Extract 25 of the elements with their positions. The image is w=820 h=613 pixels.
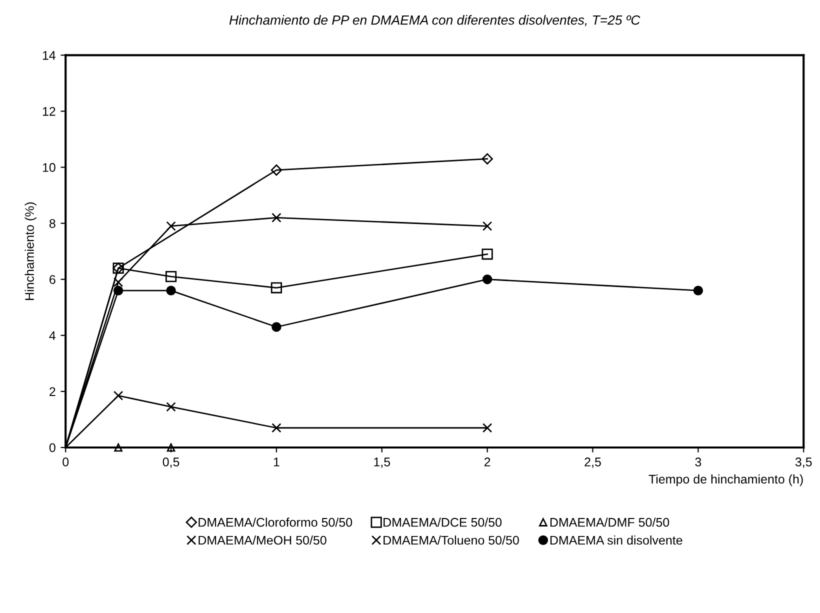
y-tick-label: 8 — [49, 219, 56, 228]
x-tick-label: 1 — [274, 458, 280, 466]
x-tick-label: 3,5 — [795, 458, 812, 468]
y-tick-label: 4 — [49, 331, 56, 340]
x-tick-label: 0 — [62, 458, 69, 466]
y-tick-label: 10 — [42, 163, 56, 172]
legend-label: DMAEMA/Tolueno 50/50 — [384, 535, 519, 545]
x-axis-title: Tiempo de hinchamiento (h) — [648, 474, 803, 486]
y-axis-title: Hinchamiento (%) — [24, 202, 36, 300]
legend-label: DMAEMA/DMF 50/50 — [550, 518, 670, 527]
x-tick-label: 1,5 — [374, 458, 390, 468]
x-tick-label: 3 — [695, 458, 702, 466]
chart-title: Hinchamiento de PP en DMAEMA con diferentes disolventes, T=25 ºC — [229, 15, 640, 26]
y-tick-label: 2 — [50, 387, 56, 396]
y-tick-label: 6 — [50, 275, 56, 284]
legend-label: DMAEMA/Cloroformo 50/50 — [198, 518, 352, 527]
x-tick-label: 2 — [484, 458, 490, 466]
legend-label: DMAEMA/MeOH 50/50 — [198, 535, 326, 545]
x-tick-label: 0,5 — [162, 458, 180, 468]
y-tick-label: 14 — [42, 51, 56, 60]
x-tick-label: 2,5 — [584, 458, 601, 468]
y-tick-label: 12 — [42, 107, 56, 116]
y-tick-label: 0 — [49, 443, 56, 452]
legend-label: DMAEMA sin disolvente — [550, 535, 682, 545]
legend-label: DMAEMA/DCE 50/50 — [384, 518, 502, 527]
